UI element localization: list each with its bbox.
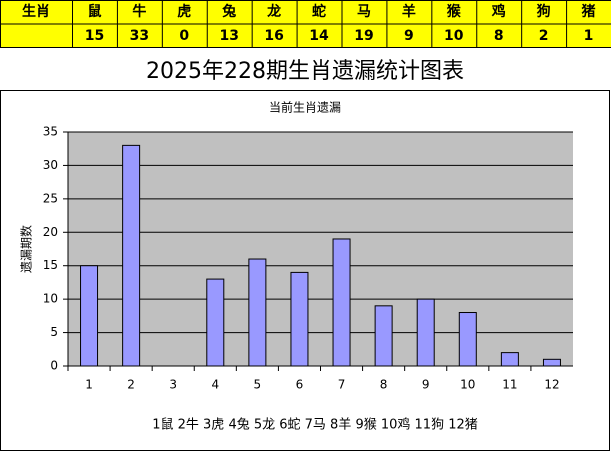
bar	[500, 352, 519, 367]
chart-title: 当前生肖遗漏	[269, 100, 341, 115]
x-tick-label: 11	[502, 378, 517, 392]
y-tick-label: 0	[50, 359, 58, 373]
y-axis-label: 遗漏期数	[19, 225, 34, 273]
x-tick-label: 2	[127, 378, 135, 392]
bar	[290, 271, 309, 367]
table-header-cell: 鸡	[491, 3, 506, 20]
table-header-cell: 羊	[402, 3, 416, 20]
x-tick-label: 10	[460, 378, 475, 392]
x-tick-label: 4	[211, 378, 219, 392]
y-tick-label: 20	[43, 225, 58, 239]
y-tick-label: 15	[43, 258, 58, 272]
table-header-cell: 生肖	[22, 3, 50, 20]
table-value-cell: 1	[584, 28, 594, 44]
table-header-cell: 马	[357, 4, 371, 20]
table-value-cell: 16	[264, 28, 283, 44]
bar	[542, 358, 561, 367]
table-value-cell: 10	[444, 28, 464, 44]
x-tick-label: 1	[85, 378, 93, 392]
table-header-cell: 牛	[132, 3, 146, 20]
y-tick-label: 5	[50, 325, 58, 339]
table-header-cell: 猪	[581, 3, 596, 20]
table-value-cell: 19	[354, 28, 373, 44]
y-tick-label: 10	[43, 292, 58, 306]
table-header-cell: 虎	[177, 3, 191, 20]
bar	[332, 238, 351, 367]
y-tick-label: 35	[43, 125, 58, 139]
table-header-cell: 蛇	[312, 3, 326, 20]
x-tick-label: 8	[380, 378, 388, 392]
table-header-cell: 狗	[537, 3, 551, 20]
table-header-cell: 兔	[221, 3, 236, 20]
table-value-cell: 15	[85, 28, 104, 44]
y-tick-label: 25	[43, 191, 58, 205]
table-header-cell: 龙	[266, 3, 281, 20]
table-value-cell: 8	[494, 28, 504, 44]
table-value-cell: 13	[219, 28, 238, 44]
bar	[458, 312, 477, 367]
table-value-cell: 33	[130, 28, 149, 44]
table-value-cell: 2	[539, 28, 549, 44]
x-tick-label: 3	[169, 378, 177, 392]
table-value-cell: 9	[404, 28, 414, 44]
bar	[122, 144, 141, 367]
bar	[374, 305, 393, 367]
table-header-cell: 猴	[446, 3, 462, 20]
bar	[416, 298, 435, 367]
x-tick-label: 7	[338, 378, 346, 392]
y-tick-label: 30	[43, 158, 58, 172]
x-tick-label: 12	[544, 378, 559, 392]
table-header-cell: 鼠	[87, 3, 101, 20]
bar	[248, 258, 267, 367]
page-title: 2025年228期生肖遗漏统计图表	[146, 59, 464, 84]
plot-area	[68, 132, 573, 366]
x-tick-label: 9	[422, 378, 430, 392]
x-tick-label: 6	[296, 378, 304, 392]
x-tick-label: 5	[254, 378, 262, 392]
bar	[206, 278, 225, 367]
table-value-cell: 14	[309, 28, 329, 44]
bar	[80, 265, 99, 367]
table-value-cell: 0	[179, 28, 189, 44]
x-axis-label: 1鼠 2牛 3虎 4兔 5龙 6蛇 7马 8羊 9猴 10鸡 11狗 12猪	[152, 417, 478, 433]
